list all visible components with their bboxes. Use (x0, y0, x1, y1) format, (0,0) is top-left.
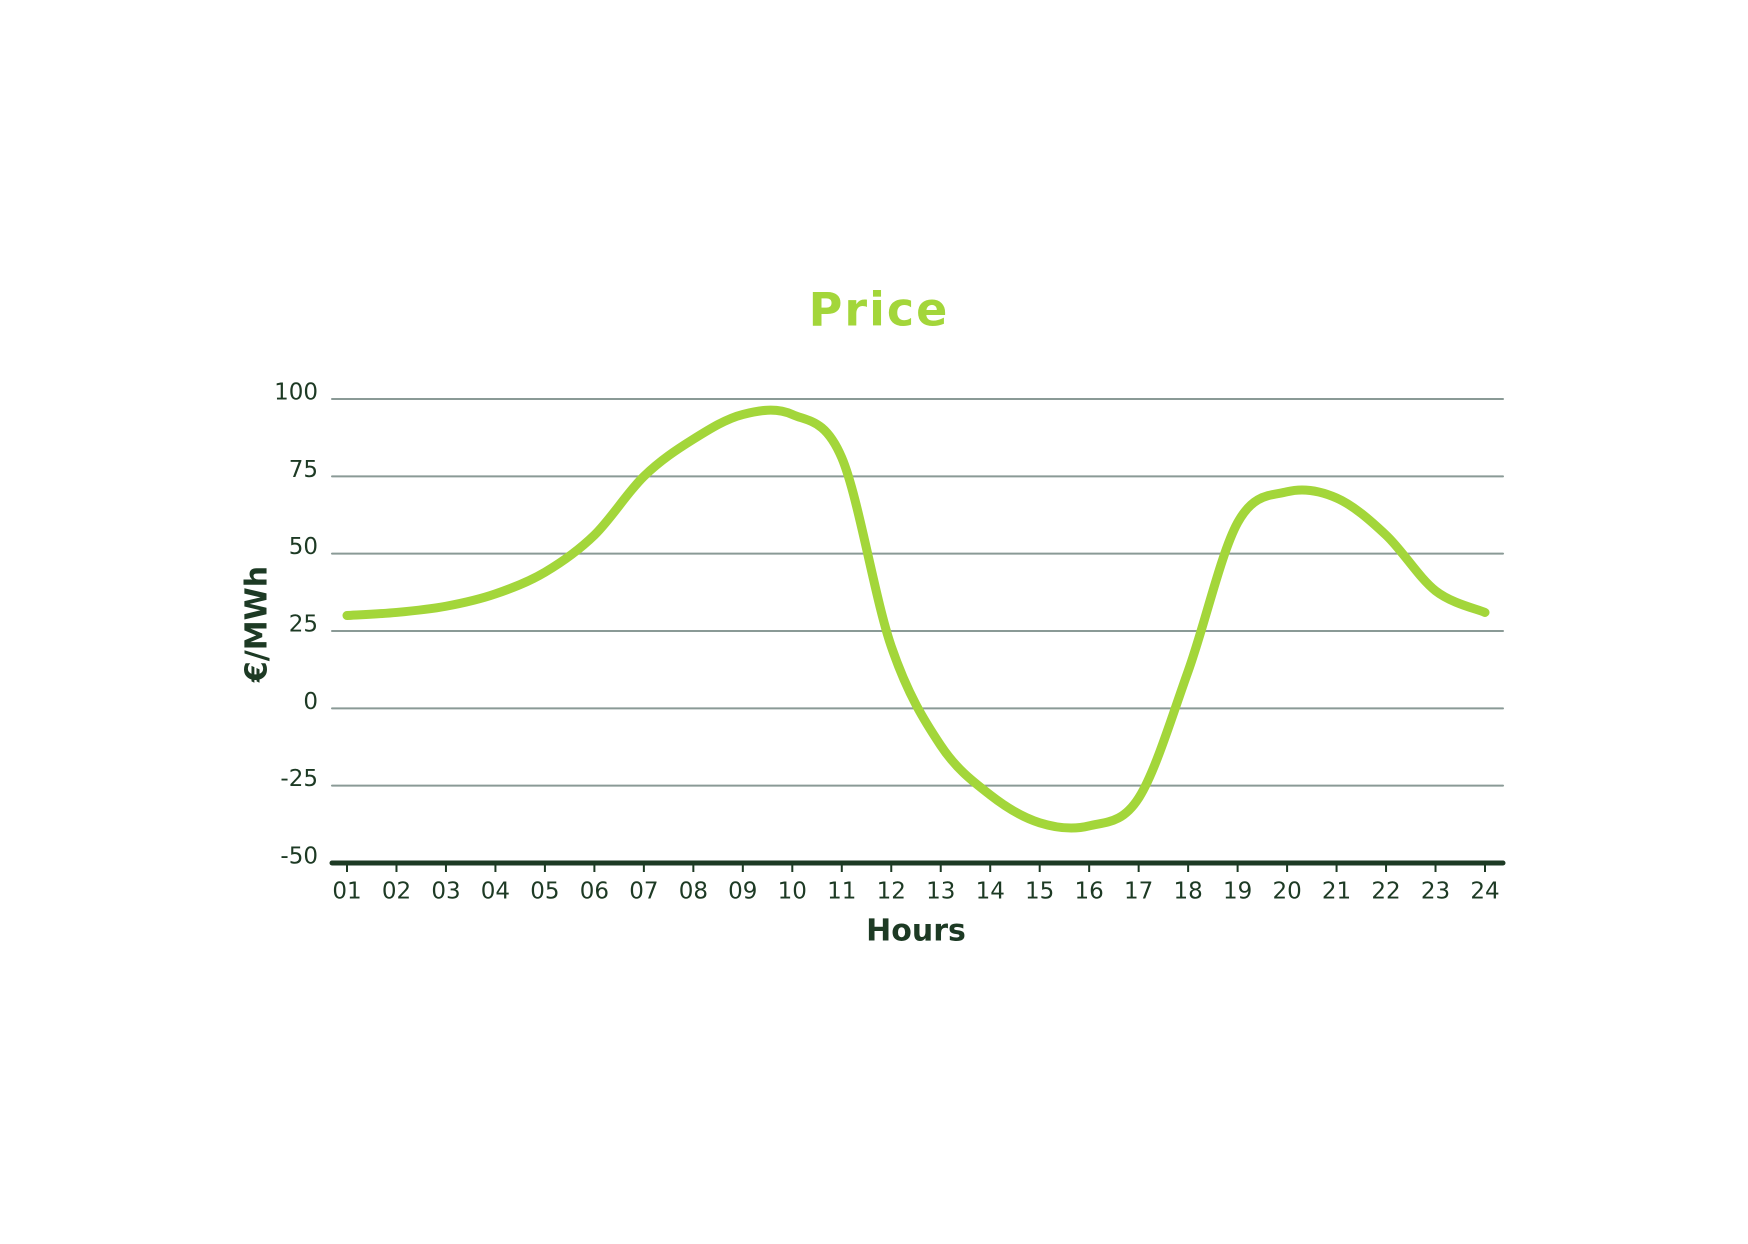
x-tick-label: 14 (976, 879, 1005, 905)
x-tick-label: 08 (679, 879, 708, 905)
y-tick-label: 0 (303, 689, 318, 715)
x-tick-label: 18 (1173, 879, 1202, 905)
x-axis-label: Hours (866, 914, 966, 949)
x-tick-label: 19 (1223, 879, 1252, 905)
x-tick-label: 09 (728, 879, 757, 905)
x-tick-label: 03 (431, 879, 460, 905)
y-tick-label: 25 (289, 612, 318, 638)
price-line (342, 405, 1490, 833)
x-tick-label: 05 (530, 879, 559, 905)
x-tick-label: 22 (1371, 879, 1400, 905)
x-tick-label: 02 (382, 879, 411, 905)
x-tick-label: 04 (481, 879, 510, 905)
y-tick-label: 100 (274, 380, 318, 406)
chart-title: Price (809, 283, 950, 337)
x-tick-label: 07 (629, 879, 658, 905)
y-tick-label: -25 (280, 766, 318, 792)
y-tick-label: 50 (289, 534, 318, 560)
x-tick-label: 17 (1124, 879, 1153, 905)
x-tick-label: 11 (827, 879, 856, 905)
y-tick-label: -50 (280, 844, 318, 870)
x-tick-label: 24 (1470, 879, 1499, 905)
x-tick-label: 16 (1075, 879, 1104, 905)
x-tick-label: 20 (1272, 879, 1301, 905)
x-tick-label: 15 (1025, 879, 1054, 905)
y-tick-label: 75 (289, 457, 318, 483)
x-tick-label: 21 (1322, 879, 1351, 905)
x-tick-label: 06 (580, 879, 609, 905)
x-tick-label: 23 (1421, 879, 1450, 905)
x-tick-label: 12 (877, 879, 906, 905)
y-axis-label: €/MWh (240, 566, 275, 683)
x-tick-label: 13 (926, 879, 955, 905)
x-tick-label: 10 (778, 879, 807, 905)
x-tick-label: 01 (332, 879, 361, 905)
